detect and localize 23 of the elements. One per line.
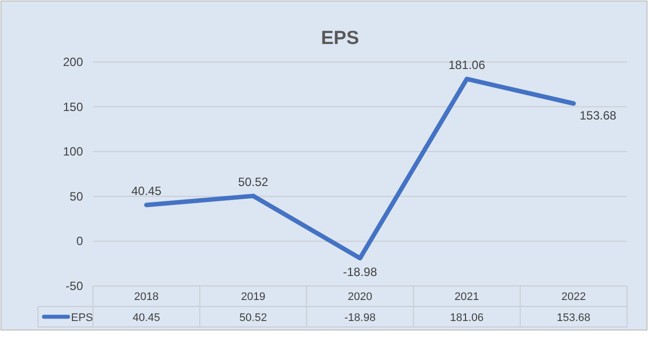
y-tick-label: 150 — [62, 100, 84, 114]
x-tick-label: 2020 — [348, 291, 372, 303]
data-label: 153.68 — [556, 312, 590, 324]
y-tick-label: 0 — [76, 234, 84, 248]
x-tick-label: 2022 — [561, 291, 586, 303]
legend-label: EPS — [71, 312, 94, 324]
x-tick-label: 2019 — [240, 291, 266, 303]
data-label: 181.06 — [450, 312, 484, 324]
annotation: 153.68 — [580, 108, 617, 123]
data-label: 40.45 — [132, 312, 160, 324]
y-tick-label: -50 — [66, 279, 84, 293]
annotation: 40.45 — [131, 184, 162, 198]
y-tick-label: 100 — [62, 144, 84, 159]
x-tick-label: 2021 — [454, 291, 480, 303]
annotation: 181.06 — [448, 58, 486, 72]
annotation: 50.52 — [238, 174, 269, 189]
y-tick-label: 200 — [62, 55, 84, 69]
x-tick-label: 2018 — [134, 291, 159, 303]
annotation: -18.98 — [342, 265, 378, 280]
y-tick-label: 50 — [70, 189, 84, 204]
chart-title: EPS — [320, 28, 360, 49]
data-label: -18.98 — [344, 312, 376, 324]
data-label: 50.52 — [239, 312, 267, 324]
